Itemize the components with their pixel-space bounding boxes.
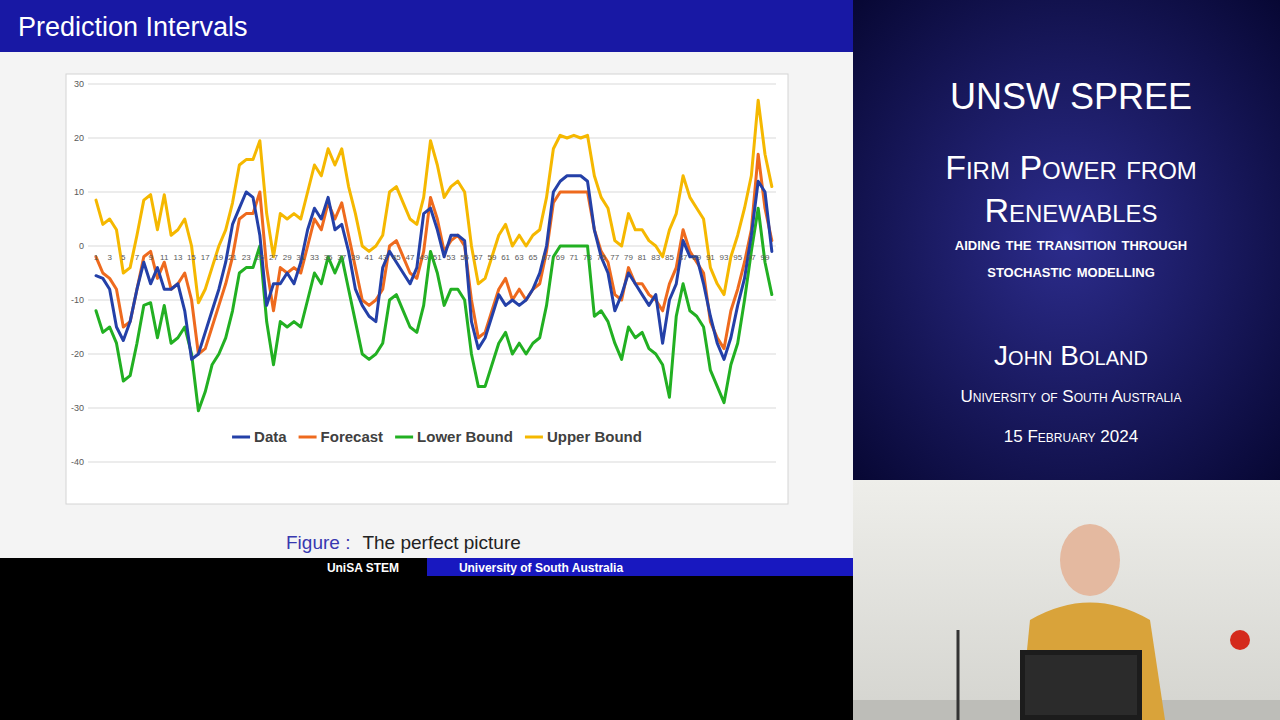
y-tick-label: 30 (74, 79, 84, 89)
x-tick-label: 45 (392, 253, 401, 262)
x-tick-label: 89 (692, 253, 701, 262)
talk-title: Renewables (984, 191, 1157, 229)
x-tick-label: 33 (310, 253, 319, 262)
chart-frame (66, 74, 788, 504)
title-bar (0, 0, 853, 52)
legend-swatch (395, 436, 413, 439)
x-tick-label: 79 (624, 253, 633, 262)
x-tick-label: 75 (597, 253, 606, 262)
x-tick-label: 9 (148, 253, 153, 262)
x-tick-label: 41 (365, 253, 374, 262)
legend-label: Upper Bound (547, 428, 642, 445)
x-tick-label: 95 (733, 253, 742, 262)
x-tick-label: 15 (187, 253, 196, 262)
footer-left (0, 558, 427, 576)
x-tick-label: 5 (121, 253, 126, 262)
x-tick-label: 61 (501, 253, 510, 262)
x-tick-label: 53 (447, 253, 456, 262)
legend-swatch (299, 436, 317, 439)
talk-title: Firm Power from (945, 148, 1197, 186)
slide-title: Prediction Intervals (18, 12, 248, 42)
x-tick-label: 59 (487, 253, 496, 262)
grid-line (88, 462, 776, 463)
caption-label: Figure : (286, 532, 350, 553)
series-line (96, 154, 772, 354)
slide-background (0, 0, 853, 558)
x-tick-label: 25 (255, 253, 264, 262)
grid-line (88, 84, 776, 85)
plot-area (96, 100, 772, 411)
x-tick-label: 23 (242, 253, 251, 262)
y-tick-label: 20 (74, 133, 84, 143)
legend-swatch (232, 436, 250, 439)
grid-line (88, 138, 776, 139)
x-tick-label: 1 (94, 253, 99, 262)
x-tick-label: 83 (651, 253, 660, 262)
x-tick-label: 91 (706, 253, 715, 262)
footer-text: UniSA STEM (327, 561, 399, 575)
x-tick-label: 7 (135, 253, 140, 262)
x-tick-label: 35 (324, 253, 333, 262)
x-tick-label: 81 (638, 253, 647, 262)
x-tick-label: 3 (107, 253, 112, 262)
x-tick-label: 31 (296, 253, 305, 262)
x-tick-label: 49 (419, 253, 428, 262)
x-tick-label: 57 (474, 253, 483, 262)
y-tick-label: -20 (71, 349, 84, 359)
x-tick-label: 13 (173, 253, 182, 262)
footer-right (427, 558, 853, 576)
legend-label: Data (254, 428, 287, 445)
y-tick-label: 0 (79, 241, 84, 251)
x-tick-label: 11 (160, 253, 169, 262)
x-tick-label: 29 (283, 253, 292, 262)
figure-caption: Figure : The perfect picture (286, 532, 521, 553)
footer-text: University of South Australia (459, 561, 624, 575)
presenter-video (853, 480, 1280, 720)
y-tick-label: -40 (71, 457, 84, 467)
page: Prediction Intervals -40 -30 -20 -10 0 10 20 30 1… (0, 0, 1280, 720)
panel-heading: UNSW SPREE (950, 76, 1192, 117)
title-panel (853, 0, 1280, 480)
x-tick-label: 97 (747, 253, 756, 262)
affiliation: University of South Australia (961, 387, 1182, 406)
x-tick-label: 71 (569, 253, 578, 262)
x-tick-label: 27 (269, 253, 278, 262)
x-tick-label: 17 (201, 253, 210, 262)
speaker: John Boland (994, 340, 1148, 371)
x-tick-label: 63 (515, 253, 524, 262)
legend-swatch (525, 436, 543, 439)
x-tick-label: 87 (679, 253, 688, 262)
legend: Data Forecast Lower Bound Upper Bound (232, 428, 642, 445)
x-tick-label: 51 (433, 253, 442, 262)
caption-text: The perfect picture (362, 532, 520, 553)
talk-subtitle: stochastic modelling (987, 260, 1155, 281)
grid-line (88, 192, 776, 193)
y-tick-label: -30 (71, 403, 84, 413)
y-tick-label: -10 (71, 295, 84, 305)
x-tick-label: 47 (406, 253, 415, 262)
x-tick-label: 93 (720, 253, 729, 262)
legend-label: Forecast (321, 428, 384, 445)
series-line (96, 100, 772, 303)
x-tick-label: 19 (214, 253, 223, 262)
x-tick-label: 37 (337, 253, 346, 262)
legend-label: Lower Bound (417, 428, 513, 445)
y-tick-label: 10 (74, 187, 84, 197)
series-line (96, 176, 772, 360)
x-tick-label: 65 (528, 253, 537, 262)
x-tick-label: 73 (583, 253, 592, 262)
date: 15 February 2024 (1004, 427, 1138, 446)
x-tick-label: 69 (556, 253, 565, 262)
x-tick-label: 21 (228, 253, 237, 262)
x-tick-label: 39 (351, 253, 360, 262)
talk-subtitle: aiding the transition through (955, 233, 1188, 254)
grid-line (88, 408, 776, 409)
x-tick-label: 67 (542, 253, 551, 262)
x-tick-label: 43 (378, 253, 387, 262)
x-tick-label: 99 (761, 253, 770, 262)
x-tick-label: 77 (610, 253, 619, 262)
x-tick-label: 55 (460, 253, 469, 262)
x-tick-label: 85 (665, 253, 674, 262)
series-line (96, 208, 772, 411)
